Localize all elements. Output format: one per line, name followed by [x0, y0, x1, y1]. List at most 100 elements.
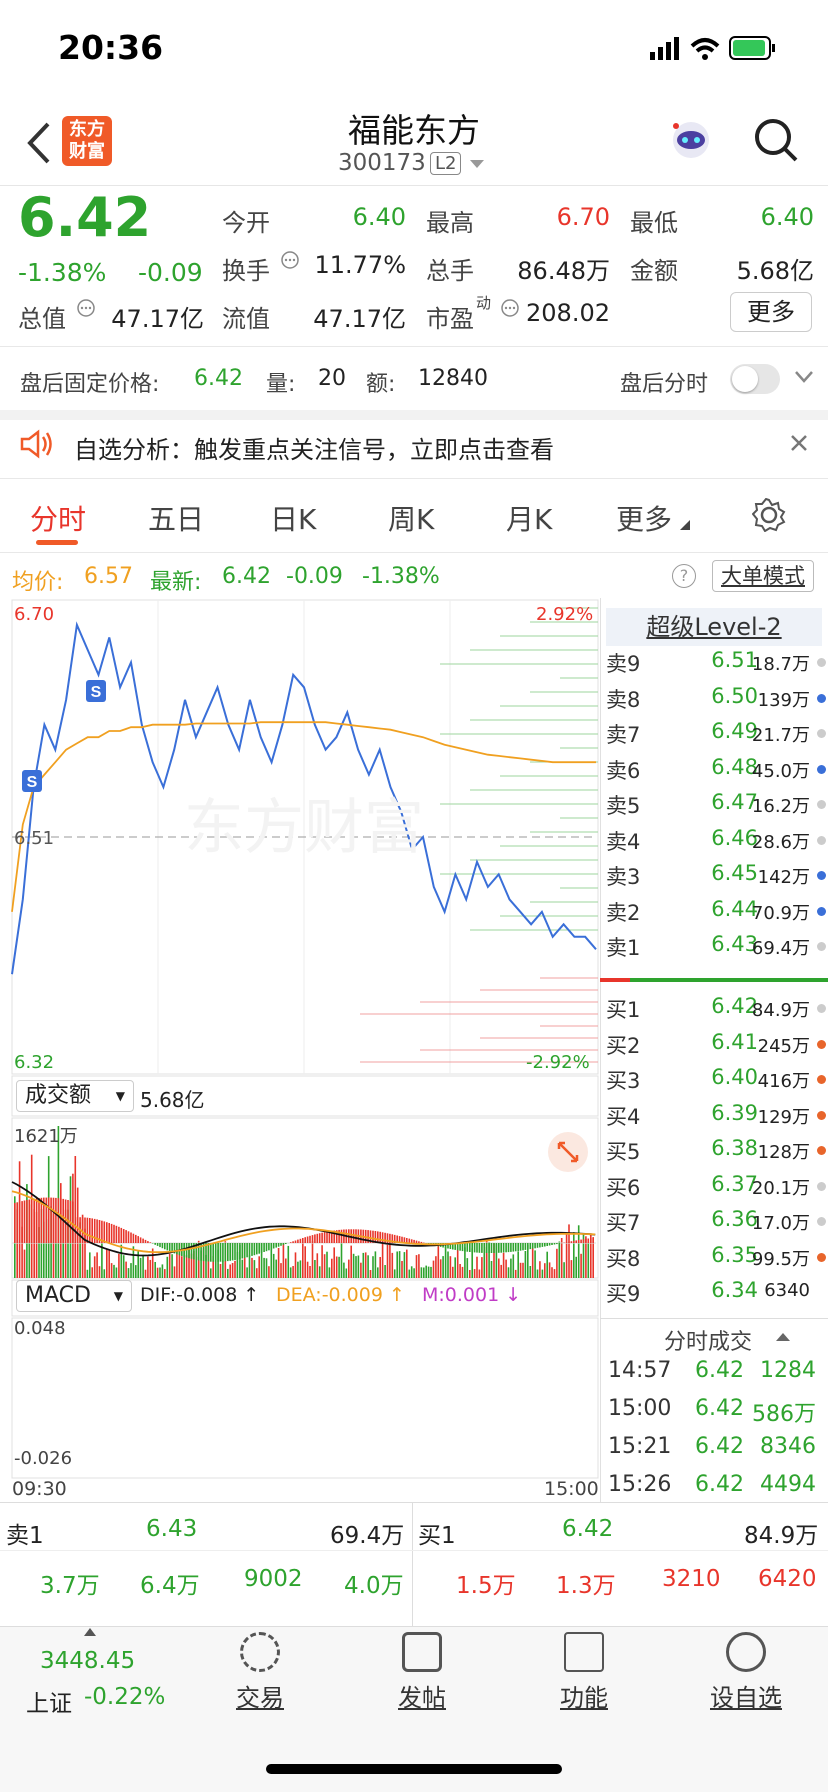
volume-bar: [23, 1249, 26, 1278]
tab-monthly-k[interactable]: 月K: [506, 503, 553, 536]
after-hours-vol: 20: [318, 366, 346, 391]
volume-bar: [558, 1241, 561, 1278]
bid-row[interactable]: 买9 6.34 6340: [606, 1274, 828, 1310]
chevron-down-icon[interactable]: [794, 370, 814, 384]
assistant-robot-icon[interactable]: [668, 116, 714, 162]
volume-indicator-select[interactable]: 成交额 ▼: [16, 1080, 134, 1112]
info-icon[interactable]: [500, 298, 520, 318]
ask-row[interactable]: 卖3 6.45 142万: [606, 857, 828, 893]
info-icon[interactable]: [76, 298, 96, 318]
tab-weekly-k[interactable]: 周K: [388, 503, 435, 536]
level-label: 卖7: [606, 723, 641, 747]
ask-row[interactable]: 卖9 6.51 18.7万: [606, 644, 828, 680]
volume-bar: [498, 1258, 500, 1278]
tab-intraday[interactable]: 分时: [30, 503, 87, 536]
nav-trade[interactable]: 交易: [200, 1632, 320, 1713]
volume-bar: [130, 1263, 132, 1278]
volume-bar: [236, 1252, 239, 1278]
ask-row[interactable]: 卖1 6.43 69.4万: [606, 928, 828, 964]
macd-bar: [415, 1240, 418, 1243]
trade-volume: 8346: [760, 1434, 816, 1459]
level-qty: 6340: [764, 1280, 810, 1301]
index-change[interactable]: -0.22%: [84, 1684, 166, 1710]
intraday-chart[interactable]: S S 东方财富: [0, 598, 600, 1502]
bid-row[interactable]: 买5 6.38 128万: [606, 1132, 828, 1168]
bid-row[interactable]: 买6 6.37 20.1万: [606, 1168, 828, 1204]
level-label: 买8: [606, 1246, 641, 1271]
banner-text[interactable]: 自选分析：触发重点关注信号，立即点击查看: [74, 436, 554, 464]
close-icon[interactable]: [790, 434, 808, 452]
macd-bar: [401, 1236, 403, 1243]
macd-dif: DIF:-0.008 ↑: [140, 1284, 260, 1306]
ask-row[interactable]: 卖7 6.49 21.7万: [606, 715, 828, 751]
bid-row[interactable]: 买3 6.40 416万: [606, 1061, 828, 1097]
nav-post[interactable]: 发帖: [362, 1632, 482, 1713]
big-order-mode-button[interactable]: 大单模式: [712, 560, 814, 592]
trades-title[interactable]: 分时成交: [664, 1330, 753, 1355]
volume-bar: [164, 1269, 166, 1278]
volume-bar: [435, 1256, 437, 1278]
bid-row[interactable]: 买1 6.42 84.9万: [606, 990, 828, 1026]
volume-bar: [154, 1262, 156, 1278]
more-button[interactable]: 更多: [730, 292, 812, 332]
macd-bar: [498, 1243, 500, 1253]
nav-add-watchlist[interactable]: 设自选: [686, 1632, 806, 1713]
avg-price-line: [11, 721, 596, 912]
orderbook-title[interactable]: 超级Level-2: [606, 608, 822, 646]
ask-row[interactable]: 卖4 6.46 28.6万: [606, 822, 828, 858]
volume-bar: [285, 1258, 287, 1278]
dropdown-icon[interactable]: [470, 160, 484, 170]
macd-bar: [331, 1230, 333, 1243]
bid-row[interactable]: 买2 6.41 245万: [606, 1026, 828, 1062]
level-dot: [817, 764, 826, 774]
macd-indicator-select[interactable]: MACD ▼: [16, 1280, 132, 1312]
level-badge[interactable]: L2: [430, 152, 462, 175]
ask-row[interactable]: 卖6 6.48 45.0万: [606, 751, 828, 787]
volume-bar: [333, 1247, 335, 1278]
expand-icon[interactable]: [546, 1130, 590, 1174]
info-icon[interactable]: [280, 250, 300, 270]
bottom-sell-label: 卖1: [6, 1523, 44, 1549]
after-hours-toggle[interactable]: [730, 364, 780, 394]
tab-five-day[interactable]: 五日: [148, 503, 205, 536]
macd-bar: [227, 1243, 229, 1262]
help-icon[interactable]: ?: [672, 564, 696, 588]
level-dot: [817, 729, 826, 738]
bid-row[interactable]: 买4 6.39 129万: [606, 1097, 828, 1133]
gear-icon[interactable]: [752, 498, 786, 532]
ask-row[interactable]: 卖5 6.47 16.2万: [606, 786, 828, 822]
index-name[interactable]: 上证: [26, 1691, 72, 1717]
macd-bar: [546, 1243, 548, 1246]
volume-bar: [202, 1247, 205, 1278]
volume-bar: [142, 1255, 144, 1278]
trade-time: 15:21: [608, 1434, 672, 1459]
volume-bar: [556, 1248, 558, 1278]
avg-label: 均价:: [12, 570, 64, 595]
nav-functions[interactable]: 功能: [524, 1632, 644, 1713]
volume-bar: [548, 1262, 551, 1278]
bottom-buy-price: 6.42: [562, 1516, 614, 1542]
macd-bar: [529, 1243, 532, 1250]
tab-daily-k[interactable]: 日K: [270, 503, 317, 536]
macd-min-label: -0.026: [14, 1448, 73, 1469]
volume-bar: [415, 1255, 418, 1278]
ask-row[interactable]: 卖2 6.44 70.9万: [606, 893, 828, 929]
bid-row[interactable]: 买7 6.36 17.0万: [606, 1203, 828, 1239]
bid-row[interactable]: 买8 6.35 99.5万: [606, 1239, 828, 1275]
volume-bar: [256, 1268, 258, 1278]
macd-bar: [350, 1229, 352, 1243]
volume-bar: [74, 1156, 77, 1278]
ask-row[interactable]: 卖8 6.50 139万: [606, 680, 828, 716]
volume-bar: [178, 1242, 181, 1278]
tab-more[interactable]: 更多: [616, 503, 673, 536]
volume-bar: [372, 1256, 374, 1278]
bid-ask-ratio-bar-red: [600, 978, 630, 982]
volume-bar: [396, 1251, 398, 1278]
volume-bar: [369, 1270, 372, 1278]
back-icon[interactable]: [24, 120, 54, 166]
index-value[interactable]: 3448.45: [40, 1648, 136, 1674]
volume-bar: [149, 1259, 152, 1278]
search-icon[interactable]: [752, 116, 800, 164]
macd-bar: [481, 1243, 483, 1253]
status-bar: 20:36: [0, 0, 828, 96]
